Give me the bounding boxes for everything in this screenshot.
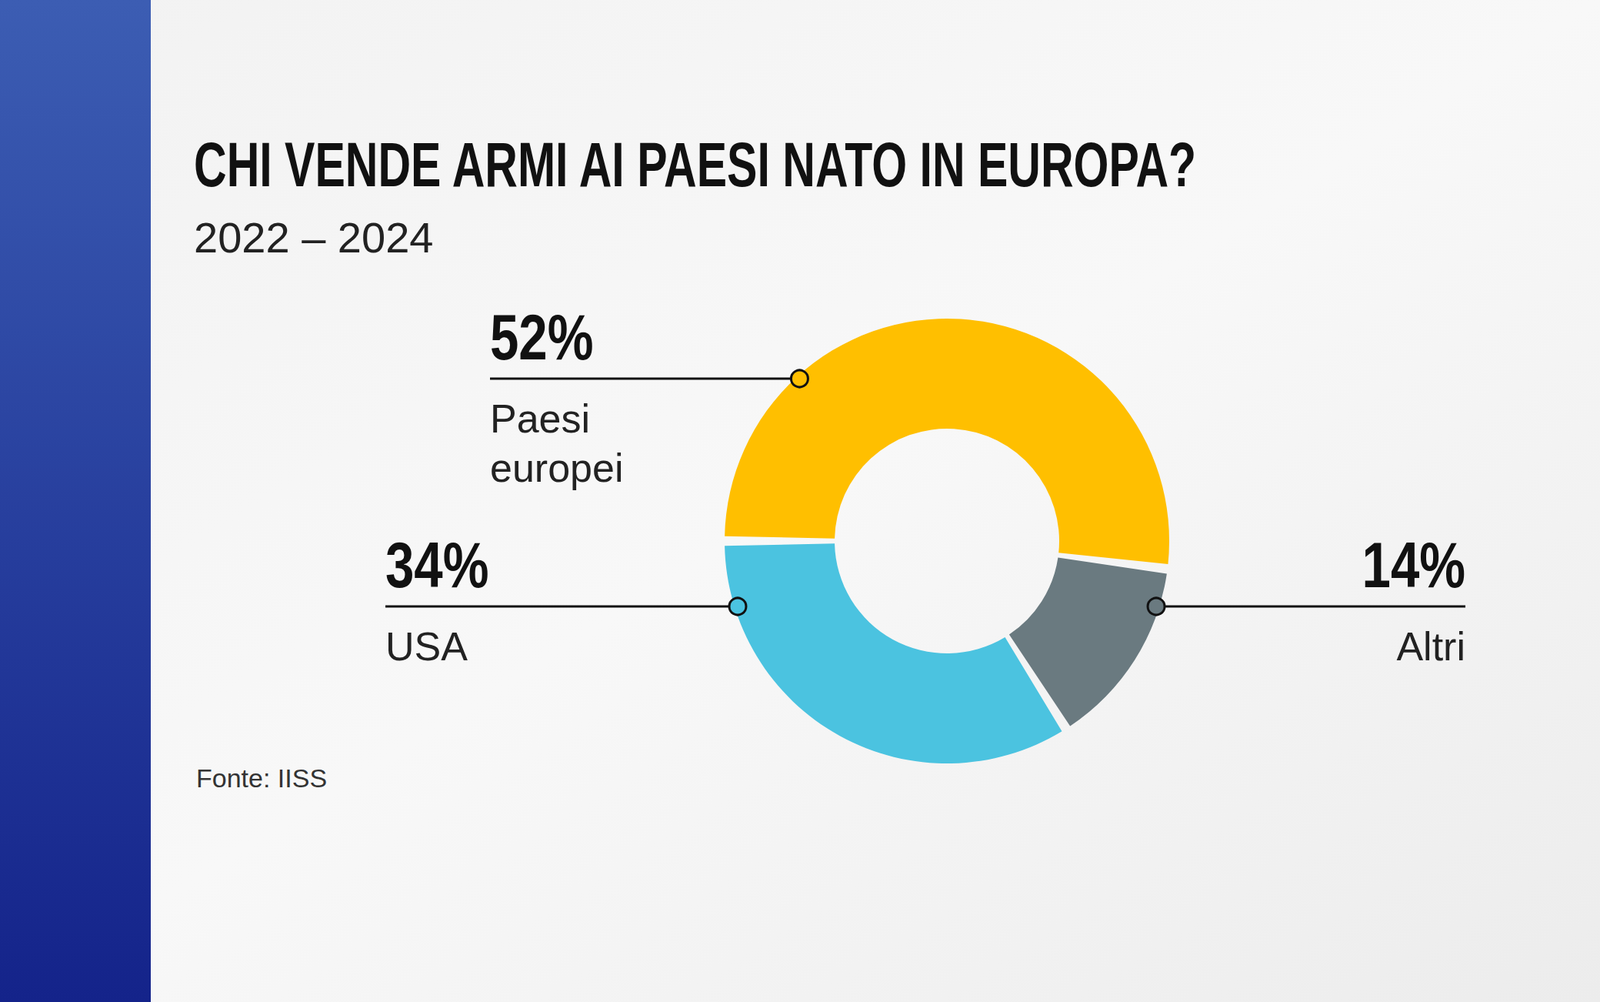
- svg-text:Fonte: IISS: Fonte: IISS: [196, 763, 327, 793]
- svg-text:2022 – 2024: 2022 – 2024: [193, 213, 434, 262]
- svg-text:CHI VENDE ARMI AI PAESI NATO I: CHI VENDE ARMI AI PAESI NATO IN EUROPA?: [193, 128, 1197, 200]
- svg-text:34%: 34%: [385, 528, 489, 601]
- svg-text:Paesi: Paesi: [490, 396, 590, 441]
- svg-text:Altri: Altri: [1396, 623, 1466, 669]
- svg-text:52%: 52%: [490, 300, 594, 374]
- svg-text:USA: USA: [385, 623, 468, 669]
- svg-text:europei: europei: [490, 445, 624, 490]
- svg-text:14%: 14%: [1362, 528, 1466, 601]
